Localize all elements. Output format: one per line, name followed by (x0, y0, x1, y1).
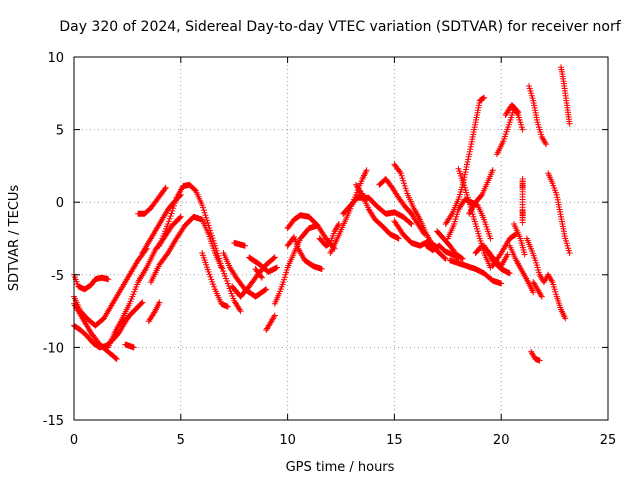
marker-path (353, 181, 402, 242)
marker-path (481, 242, 513, 277)
series-arc51 (558, 64, 573, 127)
marker-path (523, 235, 569, 322)
marker-path (199, 250, 231, 310)
marker-path (316, 221, 342, 249)
series-arc6 (122, 341, 137, 351)
series-arc8 (145, 299, 163, 325)
marker-path (145, 299, 163, 325)
series-arc15 (229, 254, 278, 300)
series-arc5 (105, 213, 184, 351)
series-arc48 (530, 279, 545, 300)
x-tick-label: 0 (70, 433, 78, 448)
series-arc27 (355, 194, 415, 227)
marker-path (511, 221, 528, 258)
marker-path (246, 254, 280, 275)
marker-path (506, 242, 537, 296)
series-arc24 (327, 167, 370, 256)
series-arc30 (391, 218, 441, 251)
series-arc44 (511, 221, 528, 258)
series-arc45 (526, 83, 550, 148)
series-arc47 (523, 235, 569, 322)
marker-path (327, 167, 370, 256)
marker-path (391, 218, 441, 251)
series-arc50 (545, 170, 573, 256)
y-axis-label: SDTVAR / TECUs (7, 185, 22, 292)
series-arc36 (444, 196, 494, 242)
series-arc32 (434, 228, 466, 262)
marker-path (519, 176, 526, 226)
series-arc7 (118, 299, 146, 329)
x-tick-label: 10 (279, 433, 296, 448)
marker-path (252, 266, 265, 281)
marker-path (545, 170, 573, 256)
marker-path (105, 213, 184, 351)
series-arc13 (199, 250, 231, 310)
x-tick-label: 25 (600, 433, 617, 448)
plot-frame (73, 56, 609, 421)
series-arc16 (246, 254, 280, 275)
series-arc23 (316, 221, 342, 249)
marker-path (558, 64, 573, 127)
y-tick-label: 5 (56, 124, 64, 139)
marker-path (444, 196, 494, 242)
marker-path (263, 312, 278, 333)
series-arc17 (252, 266, 265, 281)
marker-path (284, 234, 325, 272)
chart-title: Day 320 of 2024, Sidereal Day-to-day VTE… (59, 19, 621, 35)
series-arc42 (502, 101, 522, 119)
x-tick-label: 5 (177, 433, 185, 448)
marker-path (502, 101, 522, 119)
marker-path (434, 228, 466, 262)
marker-path (526, 83, 550, 148)
x-tick-label: 20 (493, 433, 510, 448)
series-arc43 (506, 242, 537, 296)
y-tick-label: -5 (51, 269, 64, 284)
marker-path (446, 257, 505, 287)
series-arc10 (135, 184, 169, 217)
series-arc18 (231, 239, 248, 249)
axis-ticks: 0 5 10 15 20 25 -15 -10 -5 0 5 10 (43, 51, 617, 448)
series-arc19 (263, 312, 278, 333)
marker-path (231, 239, 248, 249)
data-points (71, 64, 573, 364)
y-tick-label: 10 (47, 51, 64, 66)
grid (74, 57, 608, 420)
series-arc12 (156, 181, 244, 315)
series-arc26 (353, 181, 402, 242)
marker-path (122, 341, 137, 351)
series-arc49 (528, 348, 543, 364)
marker-path (530, 279, 545, 300)
x-tick-label: 15 (386, 433, 403, 448)
marker-path (528, 348, 543, 364)
marker-path (355, 194, 415, 227)
marker-path (466, 167, 496, 217)
series-arc28 (376, 176, 428, 238)
y-tick-label: -15 (43, 414, 64, 429)
y-tick-label: 0 (56, 196, 64, 211)
series-arc22 (284, 234, 325, 272)
marker-path (156, 181, 244, 315)
marker-path (229, 254, 278, 300)
series-arc37 (466, 167, 496, 217)
y-tick-label: -10 (43, 341, 64, 356)
marker-path (135, 184, 169, 217)
series-arc46 (519, 176, 526, 226)
x-axis-label: GPS time / hours (286, 460, 395, 475)
marker-path (118, 299, 146, 329)
series-arc33 (446, 257, 505, 287)
marker-path (376, 176, 428, 238)
series-arc40 (481, 242, 513, 277)
